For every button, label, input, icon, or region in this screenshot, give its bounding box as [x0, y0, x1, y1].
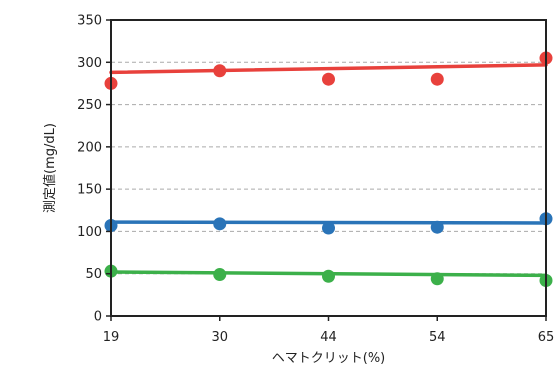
trend-lines: [109, 63, 548, 278]
x-tick-label: 19: [103, 330, 120, 345]
grid-lines: [111, 61, 546, 275]
y-tick-label: 50: [85, 267, 102, 282]
y-tick-label: 200: [77, 140, 102, 155]
data-point-1-3: [430, 220, 444, 234]
x-tick-label: 30: [211, 330, 228, 345]
y-tick-label: 0: [94, 310, 102, 325]
data-point-0-2: [322, 72, 335, 86]
y-axis-ticks: 0 50 100 150 200 250 300 350: [77, 14, 111, 325]
y-tick-label: 100: [77, 225, 102, 240]
data-point-2-3: [430, 272, 444, 286]
y-tick-label: 150: [77, 183, 102, 198]
y-tick-label: 300: [77, 56, 102, 71]
data-point-1-1: [213, 217, 227, 231]
data-point-0-3: [430, 72, 444, 86]
x-axis-ticks: 19 30 44 54 65: [103, 316, 555, 345]
y-tick-label: 250: [77, 98, 102, 113]
x-tick-label: 65: [538, 330, 555, 345]
data-point-1-2: [322, 221, 335, 235]
y-tick-label: 350: [77, 14, 102, 29]
x-tick-label: 44: [320, 330, 337, 345]
x-tick-label: 54: [429, 330, 446, 345]
data-point-2-2: [322, 269, 335, 283]
trend-line-0: [109, 63, 548, 75]
x-axis-title: ヘマトクリット(%): [272, 351, 386, 366]
data-point-0-1: [213, 64, 227, 78]
y-axis-title: 測定値(mg/dL): [42, 123, 58, 213]
data-point-2-1: [213, 268, 227, 282]
data-points: [104, 51, 553, 287]
